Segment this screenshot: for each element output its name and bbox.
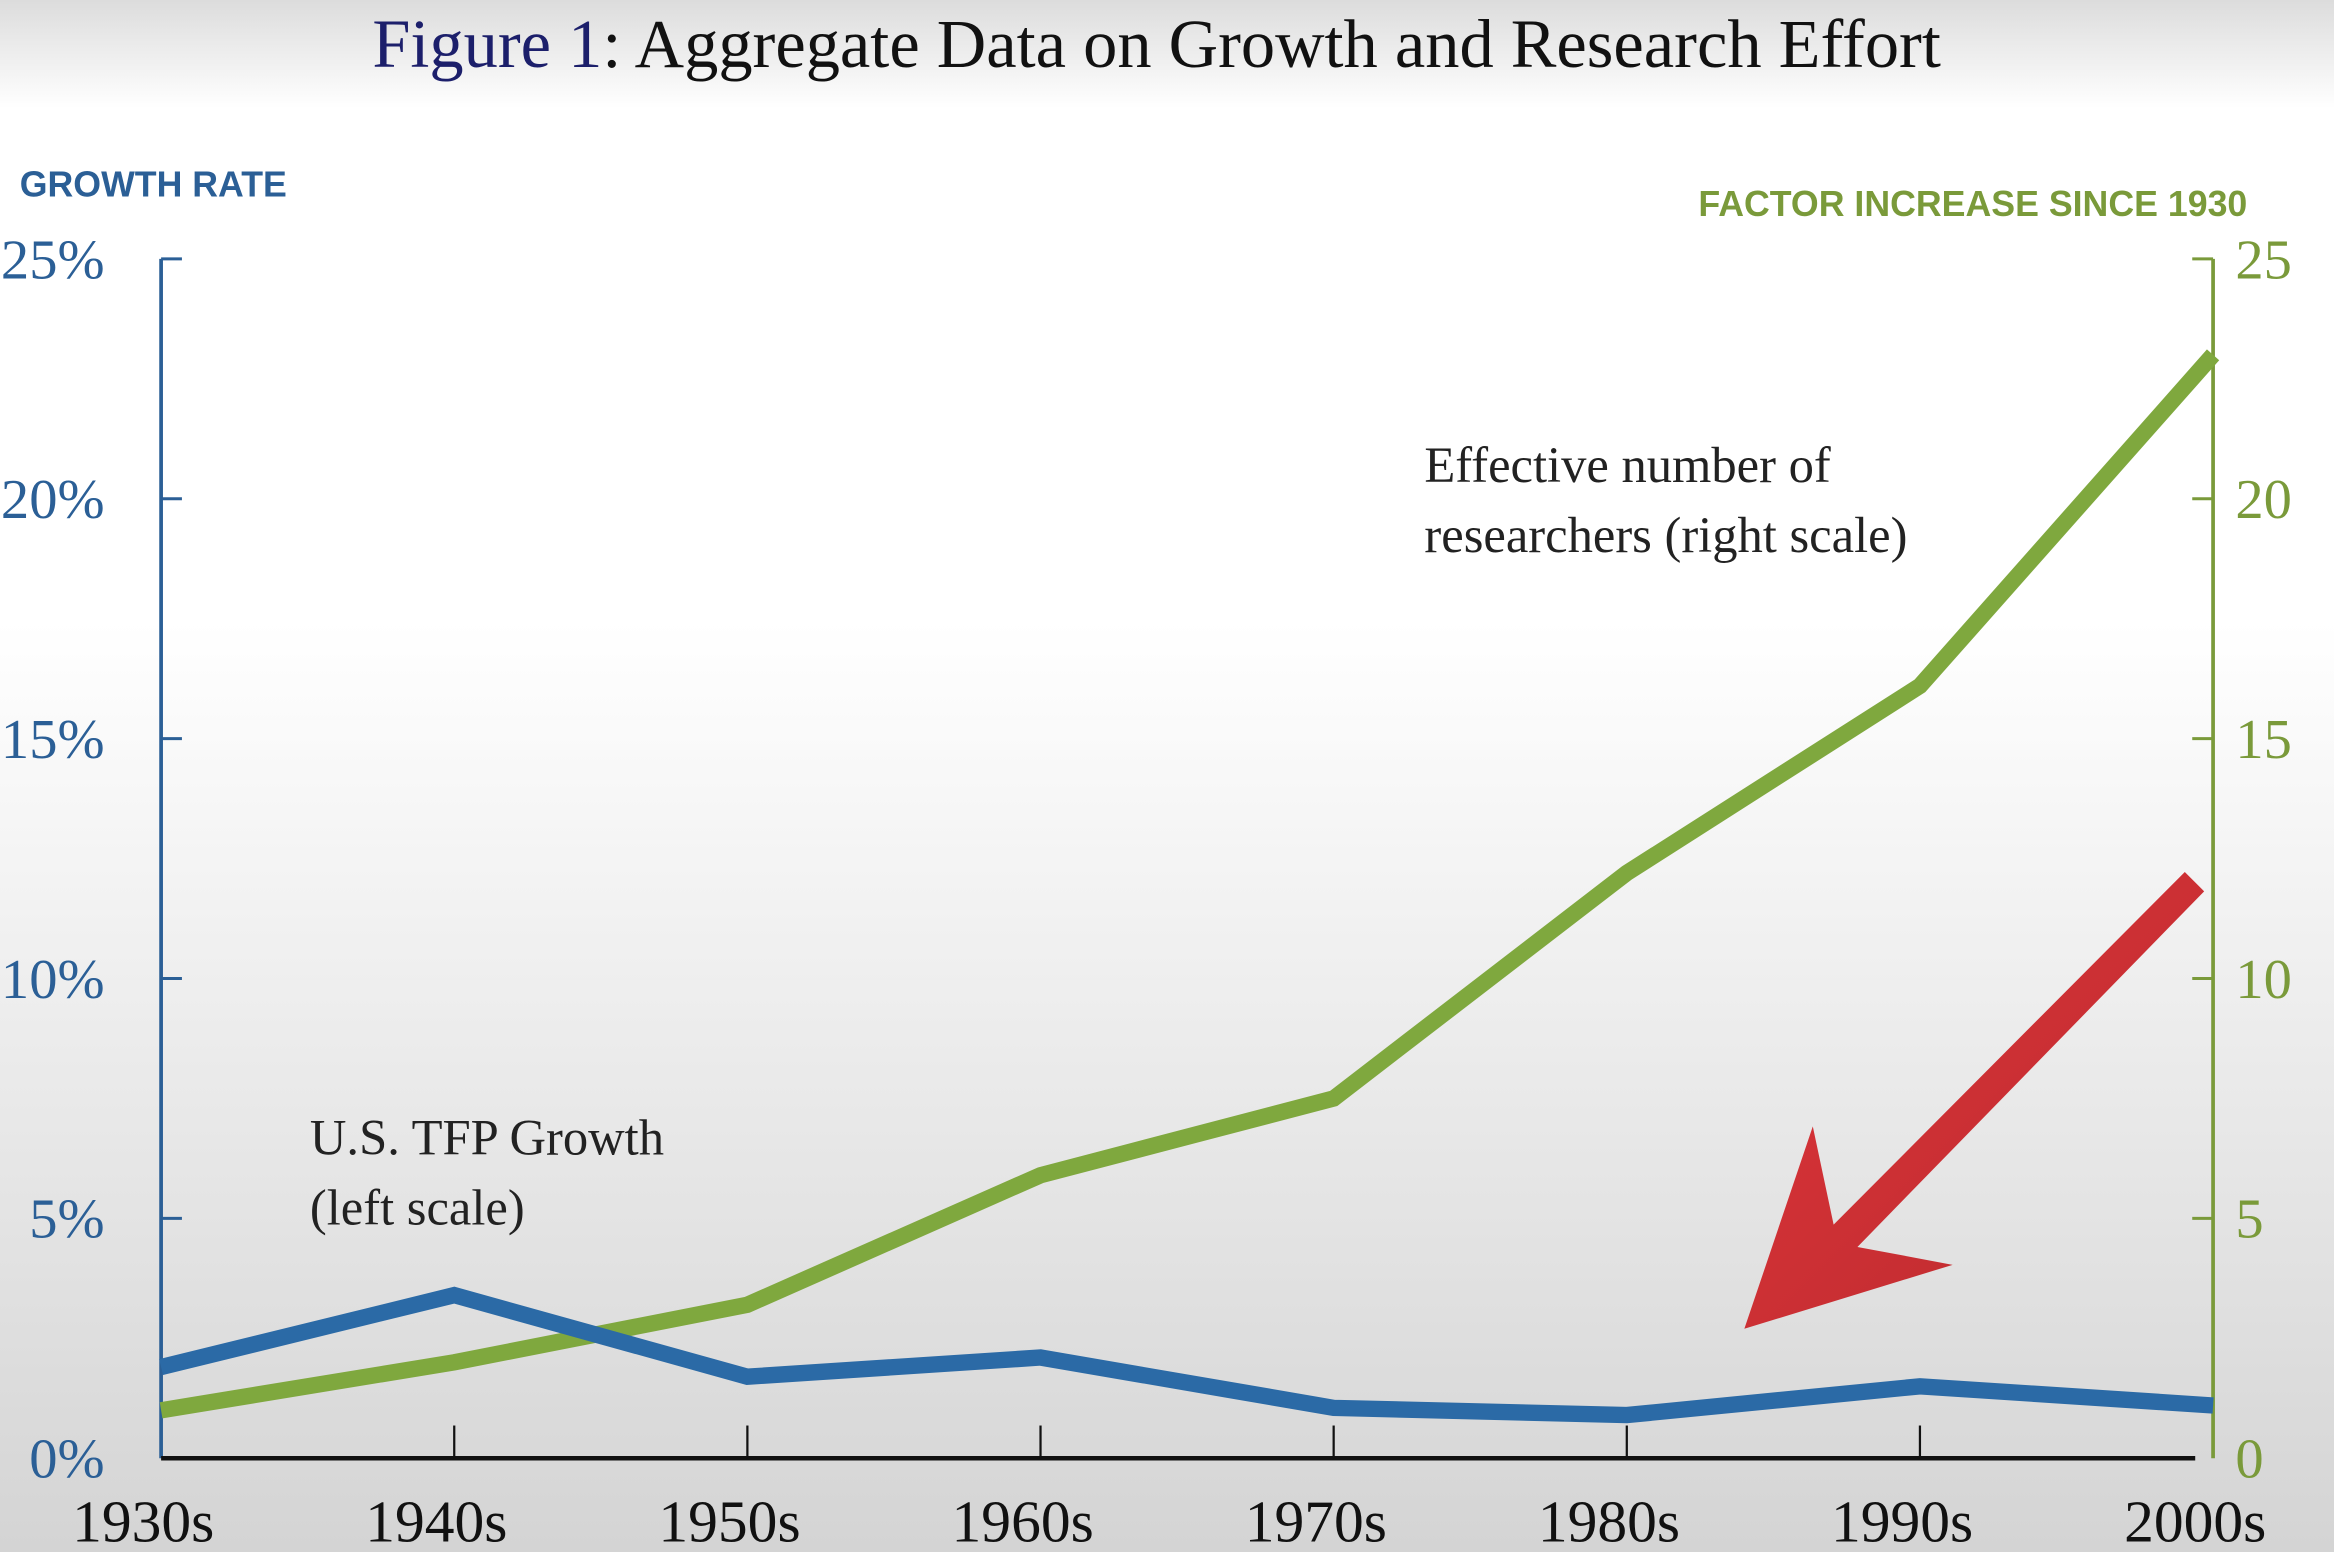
x-tick-label: 1960s [952, 1489, 1094, 1552]
right-tick-label: 0 [2235, 1429, 2263, 1491]
title-rest: : Aggregate Data on Growth and Research … [602, 6, 1941, 82]
researchers-line [159, 349, 2220, 1419]
right-tick-label: 15 [2235, 709, 2292, 771]
left-axis-label: GROWTH RATE [20, 164, 287, 204]
left-tick-label: 5% [29, 1189, 104, 1251]
right-tick-label: 5 [2235, 1189, 2263, 1251]
tfp-growth-line [159, 1286, 2214, 1424]
left-tick-label: 20% [1, 469, 105, 531]
left-tick-label: 25% [1, 229, 105, 291]
researchers-annotation: Effective number of researchers (right s… [1424, 437, 1907, 563]
x-tick-label: 1980s [1538, 1489, 1680, 1552]
tfp-annotation: U.S. TFP Growth (left scale) [310, 1110, 677, 1236]
right-tick-label: 20 [2235, 469, 2292, 531]
title-prefix: Figure 1 [372, 6, 602, 82]
left-tick-label: 15% [1, 709, 105, 771]
left-tick-label: 0% [29, 1429, 104, 1491]
right-tick-label: 10 [2235, 949, 2292, 1011]
x-tick-label: 1930s [72, 1489, 214, 1552]
x-tick-label: 1990s [1831, 1489, 1973, 1552]
x-tick-label: 1940s [365, 1489, 507, 1552]
x-tick-label: 1970s [1245, 1489, 1387, 1552]
right-axis-label: FACTOR INCREASE SINCE 1930 [1698, 184, 2247, 224]
chart-title: Figure 1: Aggregate Data on Growth and R… [372, 6, 1941, 82]
left-tick-label: 10% [1, 949, 105, 1011]
x-tick-label: 2000s [2124, 1489, 2266, 1552]
x-tick-label: 1950s [658, 1489, 800, 1552]
right-tick-label: 25 [2235, 229, 2292, 291]
red-arrow [1744, 871, 2205, 1329]
